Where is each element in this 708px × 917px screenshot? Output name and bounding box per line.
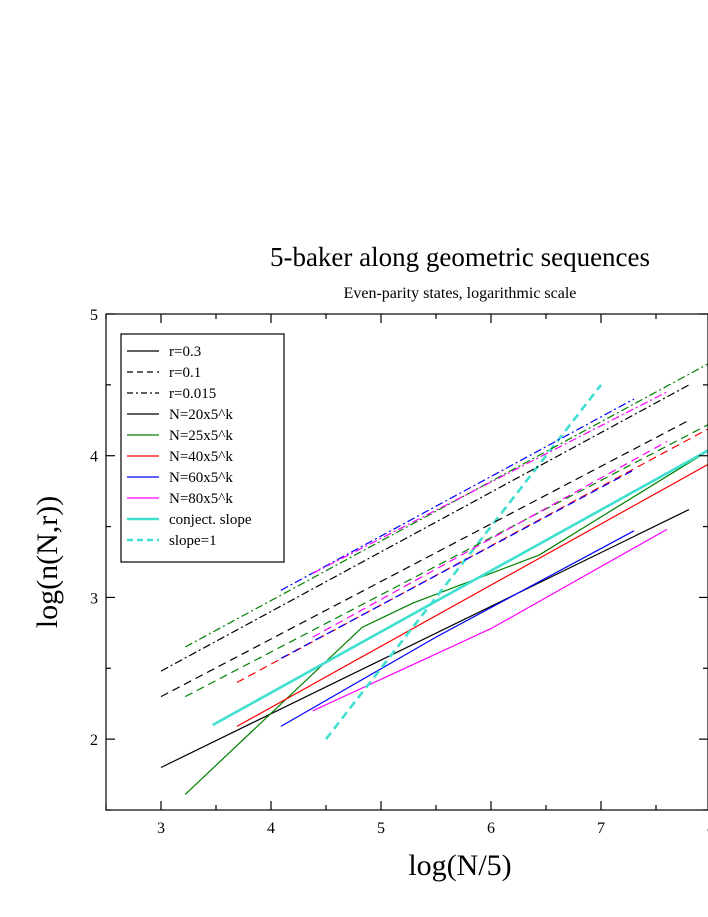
series-line-14 bbox=[184, 363, 708, 648]
legend-label: conject. slope bbox=[169, 512, 252, 528]
x-tick-label: 6 bbox=[487, 820, 495, 837]
legend-label: r=0.3 bbox=[169, 344, 201, 360]
series-line-13 bbox=[160, 384, 690, 672]
series-layer bbox=[160, 363, 708, 795]
legend-label: r=0.015 bbox=[169, 386, 216, 402]
x-tick-label: 5 bbox=[377, 820, 385, 837]
series-line-5 bbox=[312, 528, 668, 712]
chart-title: 5-baker along geometric sequences bbox=[270, 242, 650, 272]
series-line-7 bbox=[324, 384, 603, 740]
y-tick-label: 3 bbox=[90, 590, 98, 607]
y-tick-label: 2 bbox=[90, 732, 98, 749]
series-line-11 bbox=[280, 469, 635, 659]
series-line-6 bbox=[212, 449, 708, 727]
legend-label: N=20x5^k bbox=[169, 407, 233, 423]
legend-label: N=80x5^k bbox=[169, 491, 233, 507]
x-tick-label: 3 bbox=[157, 820, 165, 837]
series-line-3 bbox=[236, 463, 708, 727]
series-line-12 bbox=[312, 440, 668, 638]
series-line-9 bbox=[184, 424, 708, 698]
legend-label: N=60x5^k bbox=[169, 470, 233, 486]
chart-subtitle: Even-parity states, logarithmic scale bbox=[344, 285, 577, 302]
plot-frame bbox=[105, 313, 708, 811]
series-line-10 bbox=[236, 428, 708, 684]
series-line-16 bbox=[312, 391, 668, 574]
series-line-8 bbox=[160, 419, 690, 698]
series-line-2 bbox=[184, 450, 708, 795]
x-axis-label: log(N/5) bbox=[408, 849, 511, 882]
legend-label: N=25x5^k bbox=[169, 428, 233, 444]
legend: r=0.3 r=0.1 r=0.015 N=20x5^k N=25x5^k N=40x5^… bbox=[120, 333, 285, 563]
legend-label: slope=1 bbox=[169, 533, 217, 549]
y-axis-label: log(n(N,r)) bbox=[31, 496, 64, 628]
x-tick-label: 7 bbox=[597, 820, 605, 837]
series-line-4 bbox=[280, 530, 635, 727]
y-tick-label: 5 bbox=[90, 307, 98, 324]
axis-layer: 3456782345 bbox=[90, 307, 708, 837]
series-line-1 bbox=[160, 509, 690, 769]
legend-label: r=0.1 bbox=[169, 365, 201, 381]
y-tick-label: 4 bbox=[90, 449, 98, 466]
series-line-15 bbox=[280, 398, 635, 591]
legend-label: N=40x5^k bbox=[169, 449, 233, 465]
x-tick-label: 4 bbox=[267, 820, 275, 837]
